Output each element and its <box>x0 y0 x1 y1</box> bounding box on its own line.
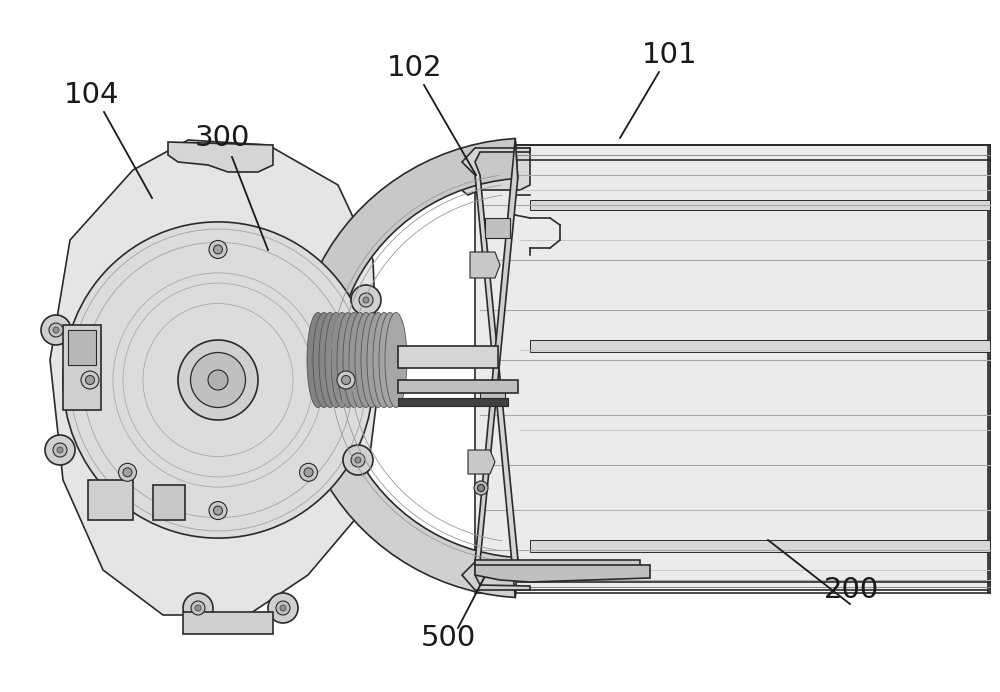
Ellipse shape <box>86 376 94 385</box>
Ellipse shape <box>474 481 488 495</box>
Polygon shape <box>475 145 990 590</box>
Ellipse shape <box>118 464 136 482</box>
Text: 102: 102 <box>387 54 443 82</box>
Ellipse shape <box>343 445 373 475</box>
Polygon shape <box>530 340 990 352</box>
Polygon shape <box>530 540 990 552</box>
Polygon shape <box>455 148 530 195</box>
Bar <box>183 612 273 634</box>
Polygon shape <box>480 390 505 405</box>
Ellipse shape <box>123 468 132 477</box>
Ellipse shape <box>53 443 67 457</box>
Ellipse shape <box>319 313 341 408</box>
Ellipse shape <box>331 313 353 408</box>
Ellipse shape <box>190 352 246 408</box>
Polygon shape <box>988 145 990 593</box>
Polygon shape <box>475 145 990 160</box>
Text: 104: 104 <box>64 81 120 109</box>
Polygon shape <box>468 450 495 474</box>
Ellipse shape <box>183 593 213 623</box>
Polygon shape <box>50 140 378 615</box>
Ellipse shape <box>81 371 99 389</box>
Bar <box>68 330 96 365</box>
Ellipse shape <box>195 605 201 611</box>
Ellipse shape <box>49 323 63 337</box>
Bar <box>153 485 185 520</box>
Ellipse shape <box>208 370 228 390</box>
Polygon shape <box>295 138 518 368</box>
Bar <box>398 380 518 393</box>
Ellipse shape <box>213 245 222 254</box>
Ellipse shape <box>276 601 290 615</box>
Ellipse shape <box>363 297 369 303</box>
Polygon shape <box>475 565 650 582</box>
Polygon shape <box>530 200 990 210</box>
Ellipse shape <box>379 313 401 408</box>
Ellipse shape <box>268 593 298 623</box>
Ellipse shape <box>361 313 383 408</box>
Polygon shape <box>475 560 640 572</box>
Bar <box>88 480 133 520</box>
Ellipse shape <box>355 313 377 408</box>
Text: 300: 300 <box>194 124 250 152</box>
Ellipse shape <box>304 468 313 477</box>
Polygon shape <box>470 252 500 278</box>
Ellipse shape <box>280 605 286 611</box>
Polygon shape <box>295 368 518 598</box>
Ellipse shape <box>337 371 355 389</box>
Ellipse shape <box>349 313 371 408</box>
Ellipse shape <box>343 313 365 408</box>
Polygon shape <box>485 218 510 238</box>
Ellipse shape <box>355 457 361 463</box>
Text: 101: 101 <box>642 41 698 69</box>
Bar <box>63 325 101 410</box>
Ellipse shape <box>478 484 484 491</box>
Ellipse shape <box>209 240 227 258</box>
Ellipse shape <box>385 313 407 408</box>
Ellipse shape <box>63 222 373 538</box>
Ellipse shape <box>307 313 329 408</box>
Ellipse shape <box>178 340 258 420</box>
Polygon shape <box>462 138 530 590</box>
Ellipse shape <box>57 447 63 453</box>
Polygon shape <box>462 148 530 598</box>
Ellipse shape <box>45 435 75 465</box>
Ellipse shape <box>359 293 373 307</box>
Ellipse shape <box>300 464 318 482</box>
Ellipse shape <box>53 327 59 333</box>
Ellipse shape <box>337 313 359 408</box>
Polygon shape <box>168 142 273 172</box>
Ellipse shape <box>351 453 365 467</box>
Ellipse shape <box>342 376 351 385</box>
Ellipse shape <box>367 313 389 408</box>
Bar <box>398 346 498 368</box>
Ellipse shape <box>209 502 227 520</box>
Ellipse shape <box>191 601 205 615</box>
Ellipse shape <box>41 315 71 345</box>
Ellipse shape <box>313 313 335 408</box>
Ellipse shape <box>373 313 395 408</box>
Bar <box>398 398 508 406</box>
Ellipse shape <box>325 313 347 408</box>
Ellipse shape <box>214 506 222 515</box>
Text: 500: 500 <box>420 624 476 652</box>
Ellipse shape <box>351 285 381 315</box>
Text: 200: 200 <box>824 576 880 604</box>
